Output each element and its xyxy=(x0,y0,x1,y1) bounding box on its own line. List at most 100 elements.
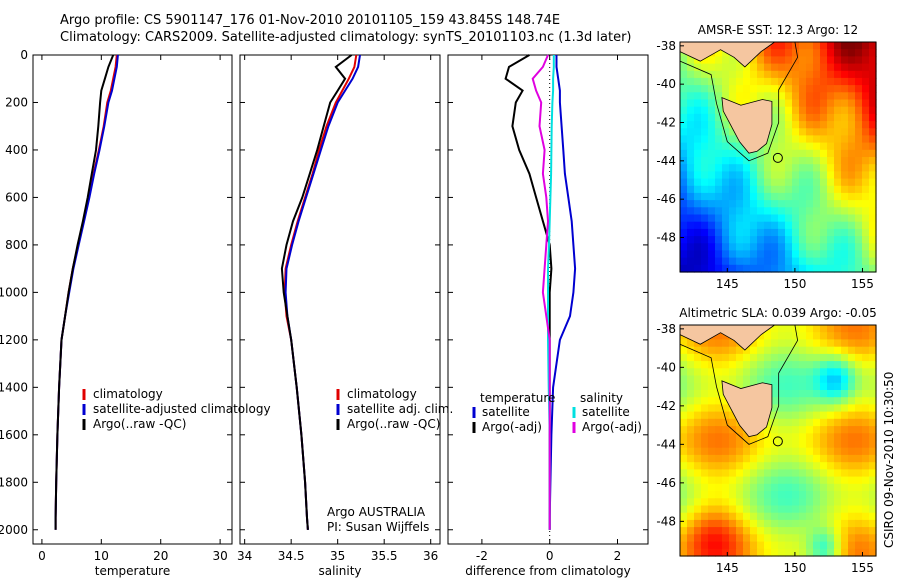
heat-cell xyxy=(855,142,863,151)
heat-cell xyxy=(869,447,877,456)
x-tick-label: 2 xyxy=(614,549,622,563)
heat-cell xyxy=(771,346,779,355)
heat-cell xyxy=(736,382,744,391)
heat-cell xyxy=(715,99,723,108)
heat-cell xyxy=(841,339,849,348)
heat-cell xyxy=(736,462,744,470)
heat-cell xyxy=(869,185,877,194)
heat-cell xyxy=(834,63,842,72)
heat-cell xyxy=(792,548,800,557)
heat-cell xyxy=(862,113,870,122)
heat-cell xyxy=(715,519,723,528)
heat-cell xyxy=(813,397,821,405)
heat-cell xyxy=(701,236,709,244)
heat-cell xyxy=(680,121,688,129)
heat-cell xyxy=(792,250,800,259)
heat-cell xyxy=(792,200,800,208)
heat-cell xyxy=(701,257,709,266)
heat-cell xyxy=(862,527,870,535)
heat-cell xyxy=(855,214,863,223)
heat-cell xyxy=(708,382,716,391)
heat-cell xyxy=(736,346,744,355)
heat-cell xyxy=(736,491,744,499)
heat-cell xyxy=(694,454,702,463)
heat-cell xyxy=(785,483,793,492)
heat-cell xyxy=(806,85,814,93)
heat-cell xyxy=(855,70,863,79)
heat-cell xyxy=(785,200,793,208)
heat-cell xyxy=(813,157,821,165)
heat-cell xyxy=(743,346,751,355)
heat-cell xyxy=(736,236,744,244)
y-tick-label: 1600 xyxy=(0,428,28,442)
heat-cell xyxy=(869,77,877,86)
heat-cell xyxy=(827,178,835,187)
heat-cell xyxy=(743,185,751,194)
heat-cell xyxy=(715,440,723,449)
heat-cell xyxy=(764,149,772,158)
heat-cell xyxy=(855,49,863,57)
heat-cell xyxy=(708,454,716,463)
heat-cell xyxy=(806,56,814,65)
heat-cell xyxy=(743,469,751,478)
heat-cell xyxy=(785,361,793,369)
heat-cell xyxy=(750,70,758,79)
map-title: Altimetric SLA: 0.039 Argo: -0.05 xyxy=(679,306,876,320)
heat-cell xyxy=(855,56,863,65)
heat-cell xyxy=(694,519,702,528)
heat-cell xyxy=(722,426,730,434)
heat-cell xyxy=(848,476,856,485)
heat-cell xyxy=(701,243,709,252)
heat-cell xyxy=(757,214,765,223)
heat-cell xyxy=(785,505,793,514)
heat-cell xyxy=(764,469,772,478)
heat-cell xyxy=(785,426,793,434)
heat-cell xyxy=(694,512,702,521)
legend-label: satellite-adjusted climatology xyxy=(93,402,271,416)
heat-cell xyxy=(806,411,814,420)
heat-cell xyxy=(778,397,786,405)
heat-cell xyxy=(841,185,849,194)
heat-cell xyxy=(694,85,702,93)
y-tick-label: -46 xyxy=(656,476,676,490)
heat-cell xyxy=(806,527,814,535)
heat-cell xyxy=(869,426,877,434)
heat-cell xyxy=(750,375,758,384)
heat-cell xyxy=(827,149,835,158)
heat-cell xyxy=(869,440,877,449)
heat-cell xyxy=(806,454,814,463)
heat-cell xyxy=(757,368,765,377)
heat-cell xyxy=(799,214,807,223)
heat-cell xyxy=(820,397,828,405)
heat-cell xyxy=(778,512,786,521)
heat-cell xyxy=(708,192,716,201)
heat-cell xyxy=(862,534,870,543)
heat-cell xyxy=(820,325,828,333)
legend-group-title: temperature xyxy=(480,391,555,405)
heat-cell xyxy=(694,353,702,362)
heat-cell xyxy=(743,164,751,172)
heat-cell xyxy=(827,264,835,273)
heat-cell xyxy=(862,361,870,369)
heat-cell xyxy=(869,92,877,101)
heat-cell xyxy=(855,397,863,405)
heat-cell xyxy=(778,236,786,244)
heat-cell xyxy=(813,462,821,470)
heat-cell xyxy=(785,135,793,144)
heat-cell xyxy=(771,221,779,230)
heat-cell xyxy=(743,92,751,101)
heat-cell xyxy=(862,49,870,57)
heat-cell xyxy=(736,200,744,208)
heat-cell xyxy=(743,454,751,463)
heat-cell xyxy=(869,491,877,499)
heat-cell xyxy=(743,200,751,208)
heat-cell xyxy=(715,243,723,252)
heat-cell xyxy=(862,200,870,208)
heat-cell xyxy=(736,519,744,528)
heat-cell xyxy=(799,149,807,158)
heat-cell xyxy=(792,462,800,470)
heat-cell xyxy=(834,433,842,442)
heat-cell xyxy=(792,332,800,340)
heat-cell xyxy=(799,404,807,413)
heat-cell xyxy=(757,469,765,478)
